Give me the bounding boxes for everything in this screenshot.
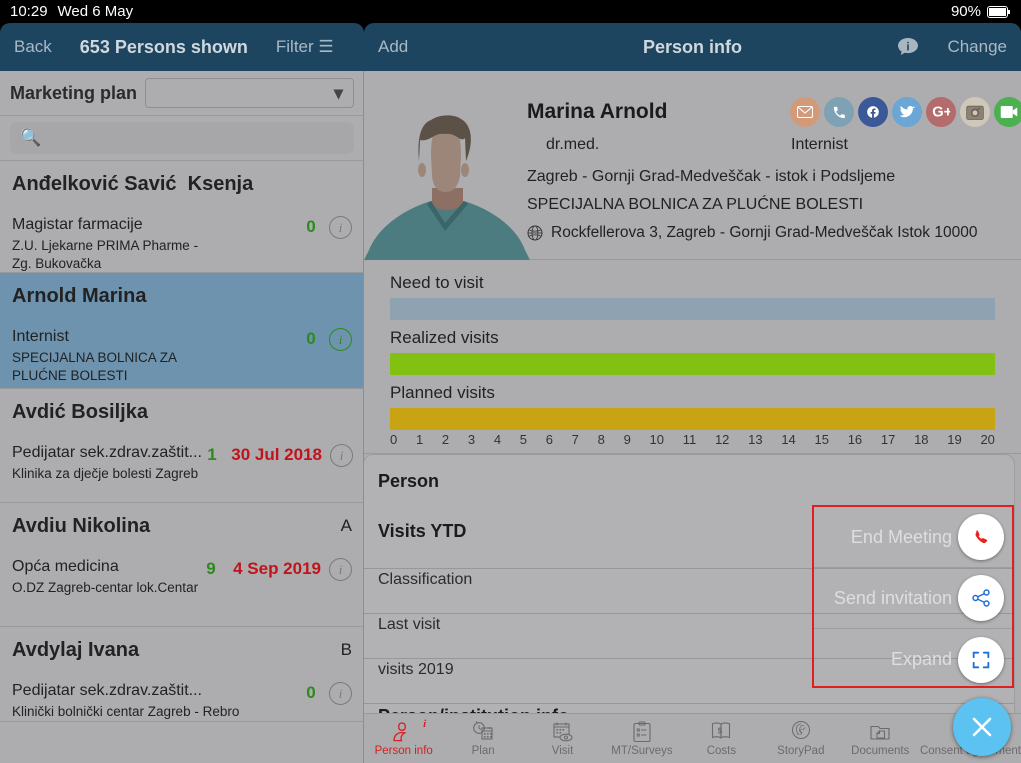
svg-text:G+: G+ [932, 104, 950, 120]
svg-text:$: $ [718, 726, 723, 735]
svg-text:S: S [798, 726, 803, 736]
